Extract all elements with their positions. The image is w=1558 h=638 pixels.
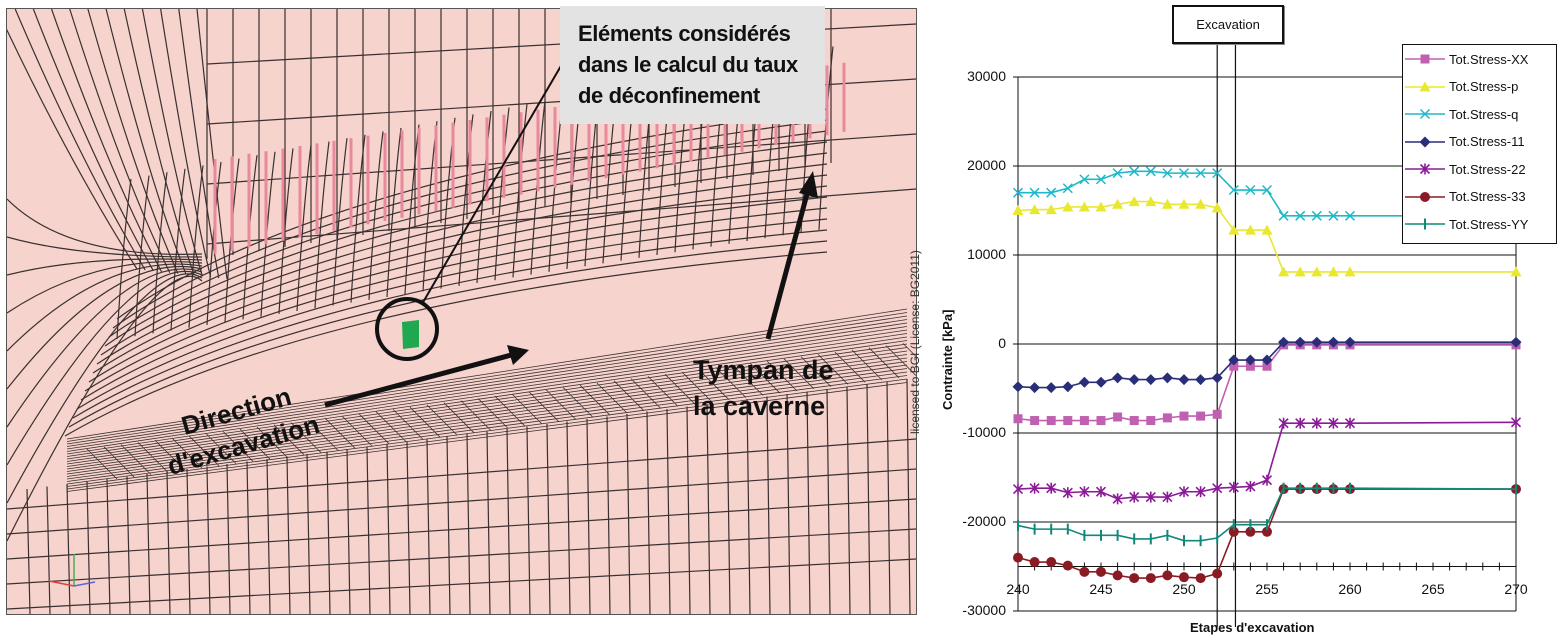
mesh-lines (7, 9, 916, 614)
legend-swatch-icon (1405, 108, 1445, 120)
series-tot-stress-q (1012, 166, 1522, 221)
series-tot-stress-p (1012, 196, 1522, 277)
highlighted-element (402, 320, 419, 349)
callout-line: dans le calcul du taux (578, 52, 798, 77)
series-tot-stress-22 (1012, 416, 1522, 505)
y-tick-label: -30000 (962, 602, 1006, 618)
mesh-drawing (7, 9, 916, 614)
legend-item: Tot.Stress-q (1403, 103, 1518, 125)
x-axis-title: Etapes d'excavation (1190, 620, 1315, 635)
legend-item: Tot.Stress-11 (1403, 131, 1525, 153)
callout-box (560, 6, 825, 124)
license-watermark: licensed to BGI (License: BG2011) (908, 250, 922, 434)
legend-label: Tot.Stress-p (1449, 79, 1519, 94)
tympan-label-line: Tympan de (693, 355, 834, 385)
legend-label: Tot.Stress-22 (1449, 161, 1526, 177)
tympan-arrow-shaft (765, 193, 810, 340)
x-tick-label: 240 (1006, 580, 1030, 597)
x-tick-label: 265 (1421, 580, 1445, 597)
legend-swatch-icon (1405, 54, 1445, 64)
y-tick-label: -10000 (962, 424, 1006, 440)
excavation-annotation: Excavation (1172, 5, 1284, 44)
legend-label: Tot.Stress-YY (1449, 216, 1529, 232)
series-tot-stress-yy (1017, 482, 1517, 547)
legend-item: Tot.Stress-XX (1403, 48, 1528, 70)
legend-label: Tot.Stress-XX (1449, 51, 1529, 67)
x-tick-label: 255 (1255, 580, 1279, 597)
y-tick-label: 10000 (967, 246, 1006, 262)
axis-triad-icon (48, 554, 96, 587)
tympan-label: Tympan de la caverne (693, 352, 834, 424)
callout-line: de déconfinement (578, 83, 760, 108)
legend-label: Tot.Stress-q (1449, 106, 1519, 122)
y-axis-title: Contrainte [kPa] (940, 309, 955, 410)
y-tick-label: 30000 (967, 68, 1006, 84)
legend-swatch-icon (1405, 163, 1445, 175)
callout-line: Eléments considérés (578, 21, 791, 46)
legend-label: Tot.Stress-11 (1449, 134, 1525, 149)
legend-swatch-icon (1405, 191, 1445, 202)
callout-text: Eléments considérés dans le calcul du ta… (578, 18, 798, 111)
direction-arrow-shaft (324, 351, 516, 408)
callout-leader-line (421, 46, 573, 305)
tympan-label-line: la caverne (693, 391, 826, 421)
legend-item: Tot.Stress-33 (1403, 186, 1526, 208)
legend-swatch-icon (1405, 218, 1445, 230)
x-tick-label: 270 (1504, 580, 1528, 597)
direction-arrow-head (507, 345, 529, 365)
legend-item: Tot.Stress-p (1403, 76, 1518, 98)
x-tick-label: 245 (1089, 580, 1113, 597)
legend-item: Tot.Stress-22 (1403, 158, 1526, 180)
x-tick-label: 250 (1172, 580, 1196, 597)
legend-swatch-icon (1405, 81, 1445, 91)
x-tick-label: 260 (1338, 580, 1362, 597)
tympan-arrow-head (799, 171, 818, 198)
series-tot-stress-11 (1012, 336, 1522, 394)
highlight-circle (375, 297, 439, 361)
y-tick-label: -20000 (962, 513, 1006, 529)
legend-swatch-icon (1405, 136, 1445, 147)
legend-label: Tot.Stress-33 (1449, 189, 1526, 204)
legend-item: Tot.Stress-YY (1403, 213, 1528, 235)
chart-legend: Tot.Stress-XX Tot.Stress-p Tot.Stress-q Tot… (1402, 44, 1557, 244)
y-tick-label: 0 (998, 335, 1006, 351)
y-tick-label: 20000 (967, 157, 1006, 173)
stress-chart (1012, 42, 1522, 627)
series-tot-stress-33 (1013, 484, 1521, 584)
